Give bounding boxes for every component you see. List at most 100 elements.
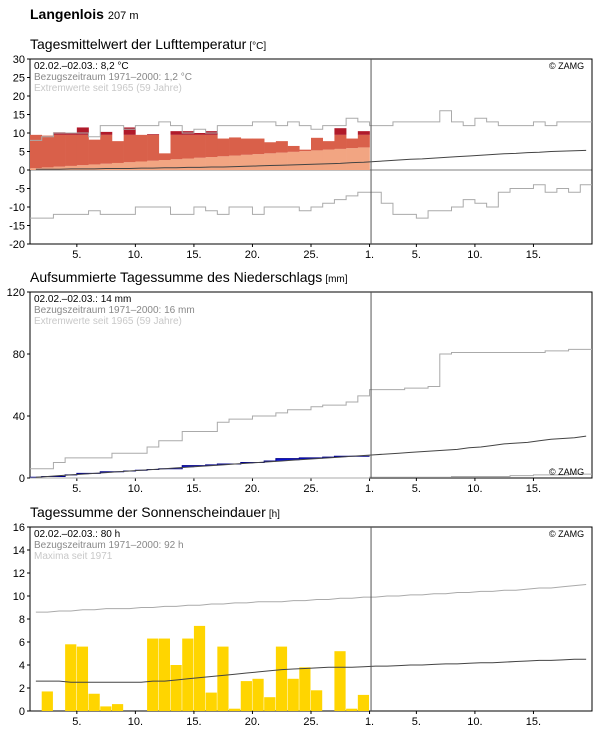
temp-bar — [322, 141, 335, 150]
sun-longterm-mean-line — [35, 658, 587, 683]
sun-bar — [205, 692, 217, 711]
sun-xtick-label: 5. — [72, 716, 81, 728]
temp-mean-bar — [88, 164, 101, 170]
temp-xtick-label: 15. — [186, 249, 201, 261]
precip-xtick-label: 15. — [186, 483, 201, 495]
precip-xtick-label: 5. — [412, 483, 421, 495]
sun-xtick-label: 25. — [303, 716, 318, 728]
temp-bar — [170, 134, 183, 160]
station-title: Langenlois 207 m — [30, 6, 138, 22]
sun-bar — [182, 638, 194, 711]
temp-ytick-label: 15 — [13, 110, 25, 122]
temp-bar-high — [357, 131, 370, 135]
sun-info-current: 02.02.–02.03.: 80 h — [34, 529, 121, 540]
precip-diff-bar — [287, 458, 300, 461]
sun-bar — [100, 706, 112, 711]
temp-credit: © ZAMG — [549, 61, 585, 71]
temp-ytick-label: -20 — [9, 239, 25, 251]
temp-mean-bar — [193, 157, 206, 170]
temp-mean-bar — [275, 152, 288, 170]
sun-ytick-label: 4 — [19, 660, 25, 672]
temp-bar — [41, 135, 54, 168]
sun-xtick-label: 5. — [412, 716, 421, 728]
sun-bar — [41, 691, 53, 711]
sun-frame — [29, 526, 593, 712]
sun-bar — [287, 678, 299, 711]
temp-bar — [275, 141, 288, 153]
temp-bar — [299, 149, 312, 152]
sun-info-reference: Bezugszeitraum 1971–2000: 92 h — [34, 540, 184, 551]
sun-chart: 16 14 12 10 8 6 4 2 0 5. 10. 15. 20. 25. 1. 5. 10. 15. — [13, 522, 593, 728]
precip-chart: 120 80 40 0 5. 10. 15. 20. 25. 1. 5. 10. 15. — [7, 287, 593, 495]
temp-info-extremes: Extremwerte seit 1965 (59 Jahre) — [34, 83, 182, 94]
sun-bar — [334, 651, 346, 711]
temp-mean-bar — [346, 148, 359, 170]
temp-mean-bar — [311, 150, 324, 170]
temp-xtick-label: 25. — [303, 249, 318, 261]
temp-ytick-label: -10 — [9, 202, 25, 214]
temp-bar — [252, 138, 265, 155]
temp-mean-bar — [287, 151, 300, 170]
temp-bar-high — [65, 133, 78, 135]
sun-bar — [88, 693, 100, 711]
precip-max-line — [30, 348, 592, 470]
sun-ytick-label: 12 — [13, 568, 25, 580]
sun-ytick-label: 16 — [13, 522, 25, 534]
sun-bar — [229, 708, 241, 711]
temp-bar-high — [123, 127, 136, 135]
temp-bar — [182, 134, 195, 159]
temp-xtick-label: 1. — [365, 249, 374, 261]
temp-ytick-label: -15 — [9, 221, 25, 233]
sun-bar — [147, 638, 159, 711]
precip-chart-title: Aufsummierte Tagessumme des Niederschlag… — [30, 269, 348, 285]
temp-bar — [65, 134, 78, 166]
temp-max-line — [30, 110, 592, 141]
temp-mean-bar — [205, 157, 218, 170]
temp-info: 02.02.–02.03.: 8,2 °C Bezugszeitraum 197… — [34, 61, 192, 94]
sun-bar — [217, 646, 229, 711]
precip-xtick-label: 25. — [303, 483, 318, 495]
temp-bar — [205, 134, 218, 158]
sun-bar — [65, 644, 77, 711]
temp-ytick-label: 10 — [13, 128, 25, 140]
sun-max-line — [35, 584, 587, 613]
temp-bar — [111, 141, 124, 163]
sun-bar — [76, 646, 89, 711]
temp-mean-bar — [53, 166, 66, 170]
temp-mean-bar — [123, 162, 136, 170]
temp-xtick-label: 20. — [245, 249, 260, 261]
precip-current-line — [30, 455, 370, 478]
temp-mean-bar — [135, 161, 148, 170]
sun-ytick-label: 0 — [19, 706, 25, 718]
precip-ytick-label: 120 — [7, 287, 25, 299]
sun-ytick-label: 2 — [19, 683, 25, 695]
sun-bar — [111, 704, 124, 711]
sun-ytick-label: 6 — [19, 637, 25, 649]
precip-xtick-label: 10. — [128, 483, 143, 495]
sun-bar — [170, 665, 182, 711]
sun-bar — [158, 638, 170, 711]
temp-mean-bar — [41, 167, 54, 170]
precip-info-extremes: Extremwerte seit 1965 (59 Jahre) — [34, 316, 182, 327]
temp-bar — [229, 137, 242, 156]
precip-info: 02.02.–02.03.: 14 mm Bezugszeitraum 1971… — [34, 294, 195, 327]
temp-mean-bar — [100, 163, 113, 170]
precip-info-reference: Bezugszeitraum 1971–2000: 16 mm — [34, 305, 195, 316]
precip-ytick-label: 0 — [19, 473, 25, 485]
sun-bar — [346, 708, 358, 711]
temp-mean-bar — [111, 162, 124, 170]
temp-mean-bar — [76, 165, 89, 170]
temp-mean-bar — [264, 153, 277, 170]
sun-bar — [240, 681, 252, 711]
station-altitude: 207 m — [107, 10, 139, 22]
temp-mean-bar — [357, 147, 370, 170]
sun-xtick-label: 20. — [245, 716, 260, 728]
temp-mean-bar — [334, 148, 347, 170]
temp-bar — [311, 137, 324, 151]
precip-diff-bar — [182, 465, 195, 468]
temp-mean-bar — [240, 154, 253, 170]
temp-title-text: Tagesmittelwert der Lufttemperatur — [30, 36, 247, 52]
temp-bar — [158, 153, 171, 161]
temp-info-reference: Bezugszeitraum 1971–2000: 1,2 °C — [34, 72, 192, 83]
precip-longterm-mean-line — [35, 435, 587, 478]
